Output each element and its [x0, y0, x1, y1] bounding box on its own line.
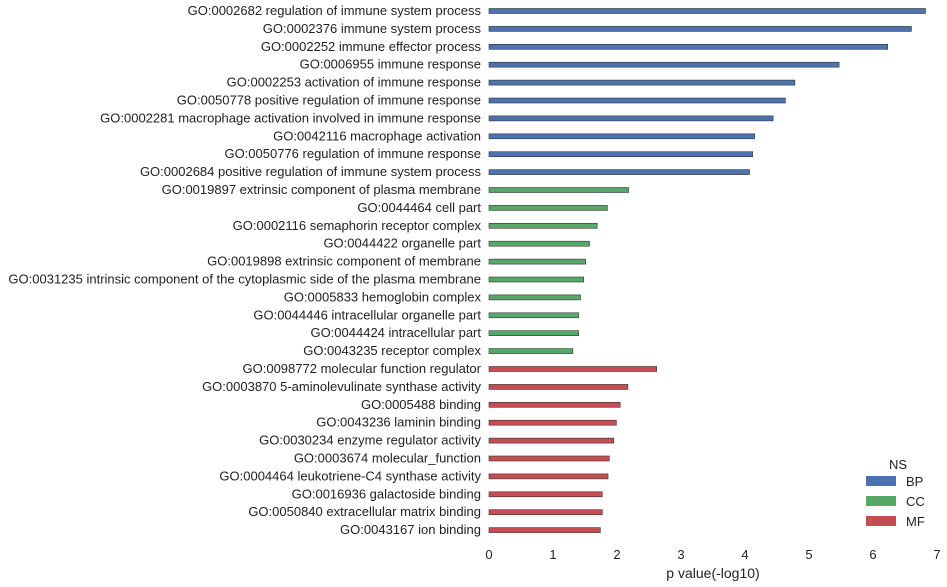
category-label: GO:0019898 extrinsic component of membra…	[207, 254, 481, 269]
category-label: GO:0005833 hemoglobin complex	[284, 289, 482, 304]
bar-mf	[488, 509, 603, 516]
category-label: GO:0044446 intracellular organelle part	[253, 307, 481, 322]
bar-cc	[488, 330, 579, 337]
bar-bp	[488, 151, 753, 157]
legend-title: NS	[889, 457, 907, 472]
legend-swatch-bp	[866, 476, 896, 486]
category-label: GO:0043236 laminin binding	[316, 415, 481, 430]
x-tick-label: 1	[549, 547, 556, 562]
legend: NS BP CC MF	[866, 457, 925, 529]
x-tick-label: 6	[869, 547, 876, 562]
bar-mf	[488, 384, 629, 390]
bar-bp	[488, 115, 774, 122]
bar-mf	[488, 491, 603, 498]
category-label: GO:0043235 receptor complex	[303, 343, 481, 358]
x-tick-label: 7	[933, 547, 940, 562]
category-label: GO:0044464 cell part	[357, 200, 481, 215]
bar-cc	[488, 312, 579, 319]
category-label: GO:0050778 positive regulation of immune…	[177, 93, 481, 108]
legend-label-cc: CC	[906, 494, 925, 509]
x-tick-label: 2	[613, 547, 620, 562]
category-label: GO:0006955 immune response	[300, 57, 481, 72]
legend-entries: BP CC MF	[866, 474, 925, 529]
bar-mf	[488, 419, 617, 426]
bar-bp	[488, 8, 926, 14]
bar-bp	[488, 61, 840, 68]
category-label: GO:0002252 immune effector process	[261, 39, 482, 54]
category-label: GO:0002682 regulation of immune system p…	[188, 3, 482, 18]
bar-cc	[488, 294, 581, 301]
category-label: GO:0016936 galactoside binding	[292, 486, 481, 501]
category-label: GO:0005488 binding	[361, 397, 481, 412]
bar-cc	[488, 258, 586, 265]
bar-bp	[488, 133, 755, 140]
category-label: GO:0098772 molecular function regulator	[243, 361, 482, 376]
bar-bp	[488, 43, 889, 50]
x-tick-label: 0	[485, 547, 492, 562]
bar-cc	[488, 240, 590, 247]
bar-cc	[488, 348, 574, 354]
category-label: GO:0002116 semaphorin receptor complex	[233, 218, 482, 233]
bar-mf	[488, 473, 609, 480]
x-tick-label: 5	[805, 547, 812, 562]
legend-swatch-cc	[866, 496, 896, 506]
bar-mf	[488, 437, 615, 444]
category-label: GO:0003870 5-aminolevulinate synthase ac…	[202, 379, 481, 394]
category-label: GO:0019897 extrinsic component of plasma…	[162, 182, 481, 197]
bar-bp	[488, 97, 786, 104]
bar-bp	[488, 169, 750, 175]
category-label: GO:0050776 regulation of immune response	[224, 146, 481, 161]
bar-cc	[488, 187, 629, 193]
category-label: GO:0042116 macrophage activation	[273, 128, 481, 143]
category-label: GO:0002281 macrophage activation involve…	[100, 110, 481, 125]
bar-mf	[488, 401, 621, 408]
x-tick-label: 4	[741, 547, 748, 562]
bar-group	[488, 8, 926, 533]
category-label: GO:0002684 positive regulation of immune…	[140, 164, 482, 179]
legend-label-mf: MF	[906, 514, 925, 529]
bar-mf	[488, 366, 657, 372]
bar-cc	[488, 205, 608, 211]
category-labels: GO:0002682 regulation of immune system p…	[8, 3, 481, 537]
bar-mf	[488, 455, 610, 462]
category-label: GO:0043167 ion binding	[340, 522, 481, 537]
category-label: GO:0003674 molecular_function	[294, 451, 481, 466]
x-tick-label: 3	[677, 547, 684, 562]
x-axis-ticks: 0 1 2 3 4 5 6 7	[485, 547, 940, 562]
category-label: GO:0030234 enzyme regulator activity	[259, 433, 481, 448]
category-label: GO:0002253 activation of immune response	[227, 75, 481, 90]
bar-cc	[488, 223, 598, 229]
legend-swatch-mf	[866, 516, 896, 526]
bar-mf	[488, 527, 601, 533]
bar-bp	[488, 26, 912, 32]
category-label: GO:0004464 leukotriene-C4 synthase activ…	[219, 468, 481, 483]
bar-bp	[488, 79, 796, 86]
category-label: GO:0050840 extracellular matrix binding	[248, 504, 481, 519]
bar-cc	[488, 276, 585, 283]
x-axis-label: p value(-log10)	[666, 565, 759, 581]
category-label: GO:0044424 intracellular part	[310, 325, 481, 340]
category-label: GO:0031235 intrinsic component of the cy…	[8, 272, 481, 287]
category-label: GO:0002376 immune system process	[263, 21, 482, 36]
category-label: GO:0044422 organelle part	[323, 236, 481, 251]
legend-label-bp: BP	[906, 474, 923, 489]
